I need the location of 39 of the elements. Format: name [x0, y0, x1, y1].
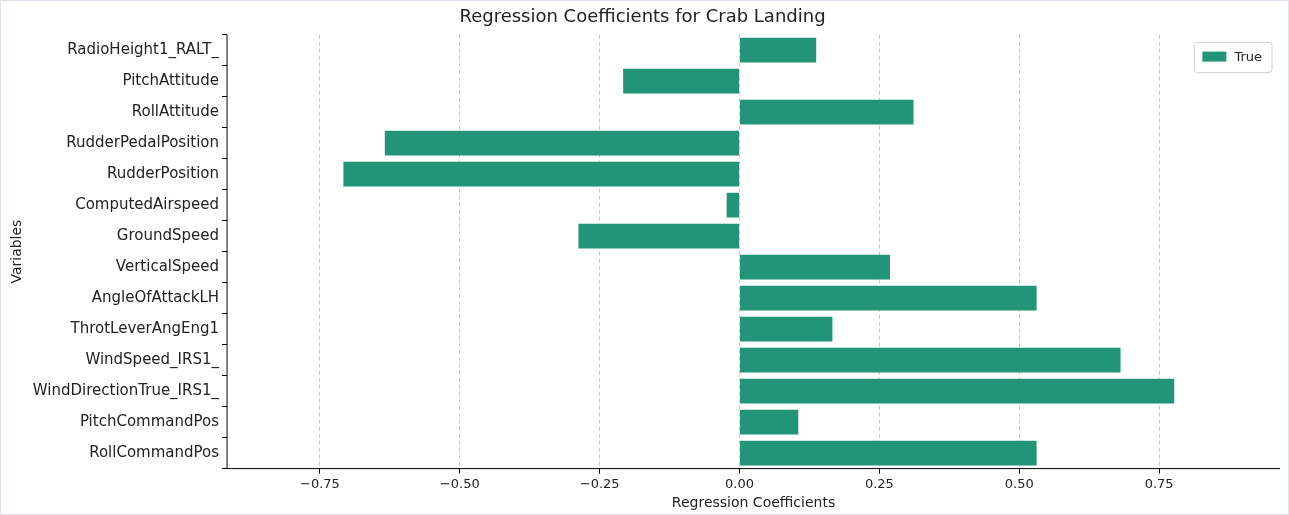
y-tick-label: ThrotLeverAngEng1 — [69, 318, 220, 337]
bar — [740, 378, 1175, 404]
chart-title: Regression Coefficients for Crab Landing — [459, 5, 826, 27]
x-axis-title: Regression Coefficients — [671, 494, 836, 511]
bar — [740, 254, 891, 280]
y-tick-label: VerticalSpeed — [115, 256, 220, 275]
y-tick-label: GroundSpeed — [116, 225, 220, 244]
x-tick-label: 0.75 — [1144, 475, 1174, 491]
legend-label: True — [1233, 48, 1263, 64]
bar — [740, 37, 817, 63]
y-axis-title: Variables — [8, 219, 25, 284]
bar — [623, 68, 740, 94]
y-tick-label: ComputedAirspeed — [75, 194, 220, 213]
x-tick-label: −0.50 — [439, 475, 480, 491]
x-tick-label: −0.75 — [299, 475, 340, 491]
bar — [578, 223, 740, 249]
y-tick-label: RadioHeight1_RALT_ — [67, 39, 220, 59]
bar — [740, 99, 914, 125]
y-tick-label: AngleOfAttackLH — [91, 287, 220, 306]
bar — [740, 440, 1037, 466]
bar — [343, 161, 740, 187]
y-tick-label: RudderPosition — [106, 163, 220, 182]
x-tick-label: 0.50 — [1004, 475, 1034, 491]
bar — [384, 130, 740, 156]
y-tick-label: PitchCommandPos — [79, 411, 220, 430]
x-tick-label: 0.25 — [864, 475, 894, 491]
x-tick-label: −0.25 — [579, 475, 620, 491]
y-tick-label: RollAttitude — [131, 101, 220, 120]
bar — [740, 347, 1121, 373]
y-tick-label: RollCommandPos — [89, 442, 220, 461]
bar — [726, 192, 740, 218]
y-tick-label: WindSpeed_IRS1_ — [85, 349, 220, 369]
y-tick-label: PitchAttitude — [122, 70, 220, 89]
y-tick-label: RudderPedalPosition — [66, 132, 220, 151]
bar — [740, 316, 833, 342]
bar — [740, 409, 799, 435]
x-tick-label: 0.00 — [725, 475, 755, 491]
y-tick-label: WindDirectionTrue_IRS1_ — [32, 380, 220, 400]
bar — [740, 285, 1037, 311]
